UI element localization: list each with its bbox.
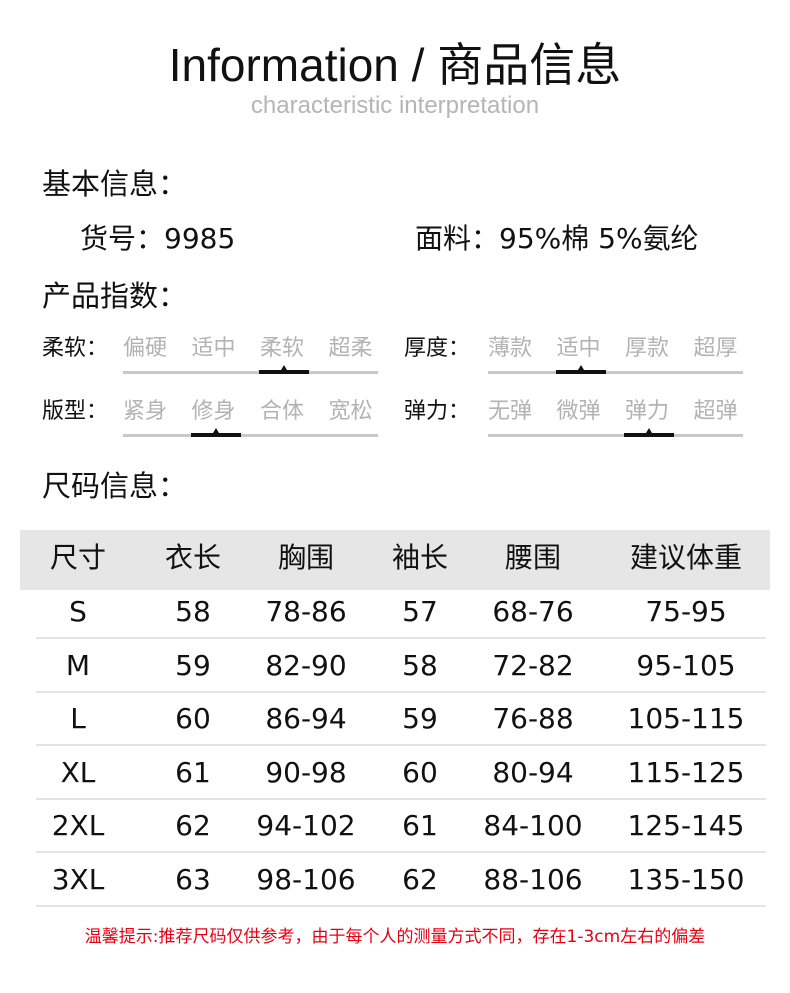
table-cell: 86-94	[265, 702, 347, 736]
scale-option: 超柔	[328, 336, 373, 361]
table-cell: L	[70, 702, 86, 736]
table-cell: 98-106	[256, 863, 356, 896]
scale-track	[488, 371, 743, 374]
scale-option: 超厚	[693, 336, 738, 361]
table-cell: 88-106	[483, 863, 583, 896]
table-cell: 58	[175, 595, 211, 628]
column-header: 胸围	[277, 541, 335, 574]
scale-track	[123, 371, 378, 374]
row-divider	[36, 690, 766, 693]
column-header: 衣长	[164, 541, 222, 574]
scale-option: 柔软	[260, 336, 305, 361]
row-divider	[36, 851, 766, 854]
table-cell: 125-145	[627, 809, 745, 843]
scale-selected-marker	[190, 428, 241, 437]
column-header: 尺寸	[49, 541, 107, 574]
scale-option: 超弹	[693, 399, 738, 424]
scale-label: 弹力：	[404, 399, 471, 424]
table-cell: 95-105	[636, 648, 736, 682]
item-number: 货号：9985	[80, 222, 236, 255]
scale-option: 薄款	[488, 336, 533, 361]
table-cell: 72-82	[492, 648, 574, 682]
scale-selected-marker	[624, 428, 674, 437]
table-cell: 82-90	[265, 648, 347, 682]
table-cell: 90-98	[265, 755, 347, 789]
table-cell: 84-100	[483, 809, 583, 843]
scale-track	[488, 434, 743, 437]
scale-selected-marker	[259, 365, 309, 374]
table-cell: 57	[402, 595, 438, 628]
table-cell: M	[65, 648, 91, 682]
table-cell: S	[69, 595, 87, 628]
table-cell: 63	[175, 863, 211, 896]
scale-label: 版型：	[42, 399, 109, 424]
table-cell: XL	[60, 755, 96, 789]
table-cell: 135-150	[627, 863, 745, 896]
table-cell: 75-95	[645, 595, 727, 628]
table-cell: 59	[402, 702, 438, 736]
table-cell: 105-115	[627, 702, 745, 736]
column-header: 建议体重	[629, 541, 743, 574]
table-cell: 78-86	[265, 595, 347, 628]
size-table-header	[20, 530, 770, 590]
table-cell: 3XL	[51, 863, 105, 896]
row-divider	[36, 744, 766, 747]
size-info-heading: 尺码信息：	[42, 469, 188, 503]
table-cell: 2XL	[51, 809, 105, 843]
scale-selected-marker	[555, 365, 606, 374]
scale-option: 偏硬	[123, 336, 168, 361]
table-cell: 80-94	[492, 755, 574, 789]
table-cell: 94-102	[256, 809, 356, 843]
page-subtitle: characteristic interpretation	[250, 92, 540, 119]
scale-option: 微弹	[556, 399, 601, 424]
basic-info-heading: 基本信息：	[42, 167, 188, 201]
scale-option: 厚款	[625, 336, 670, 361]
table-cell: 61	[175, 755, 211, 789]
row-divider	[36, 637, 766, 639]
scale-label: 柔软：	[42, 336, 109, 361]
scale-option: 修身	[191, 399, 236, 424]
row-divider	[36, 797, 766, 800]
row-divider	[36, 905, 766, 907]
size-note: 温馨提示:推荐尺码仅供参考，由于每个人的测量方式不同，存在1-3cm左右的偏差	[84, 927, 706, 947]
table-cell: 59	[175, 648, 211, 682]
column-header: 腰围	[504, 541, 562, 574]
page-title: Information / 商品信息	[168, 39, 622, 91]
column-header: 袖长	[391, 541, 449, 574]
table-cell: 62	[402, 863, 438, 896]
table-cell: 62	[175, 809, 211, 843]
index-heading: 产品指数：	[42, 279, 188, 313]
table-cell: 115-125	[627, 755, 745, 789]
scale-option: 适中	[191, 336, 236, 361]
table-cell: 76-88	[492, 702, 574, 736]
scale-option: 合体	[260, 399, 305, 424]
scale-option: 弹力	[625, 399, 670, 424]
scale-option: 无弹	[488, 399, 533, 424]
fabric: 面料：95%棉 5%氨纶	[415, 222, 699, 255]
table-cell: 60	[402, 755, 438, 789]
table-cell: 60	[175, 702, 211, 736]
scale-option: 宽松	[328, 399, 373, 424]
scale-option: 紧身	[123, 399, 168, 424]
scale-option: 适中	[556, 336, 601, 361]
table-cell: 68-76	[492, 595, 574, 628]
table-cell: 58	[402, 648, 438, 682]
scale-track	[123, 434, 378, 437]
table-cell: 61	[402, 809, 438, 843]
scale-label: 厚度：	[404, 336, 471, 361]
